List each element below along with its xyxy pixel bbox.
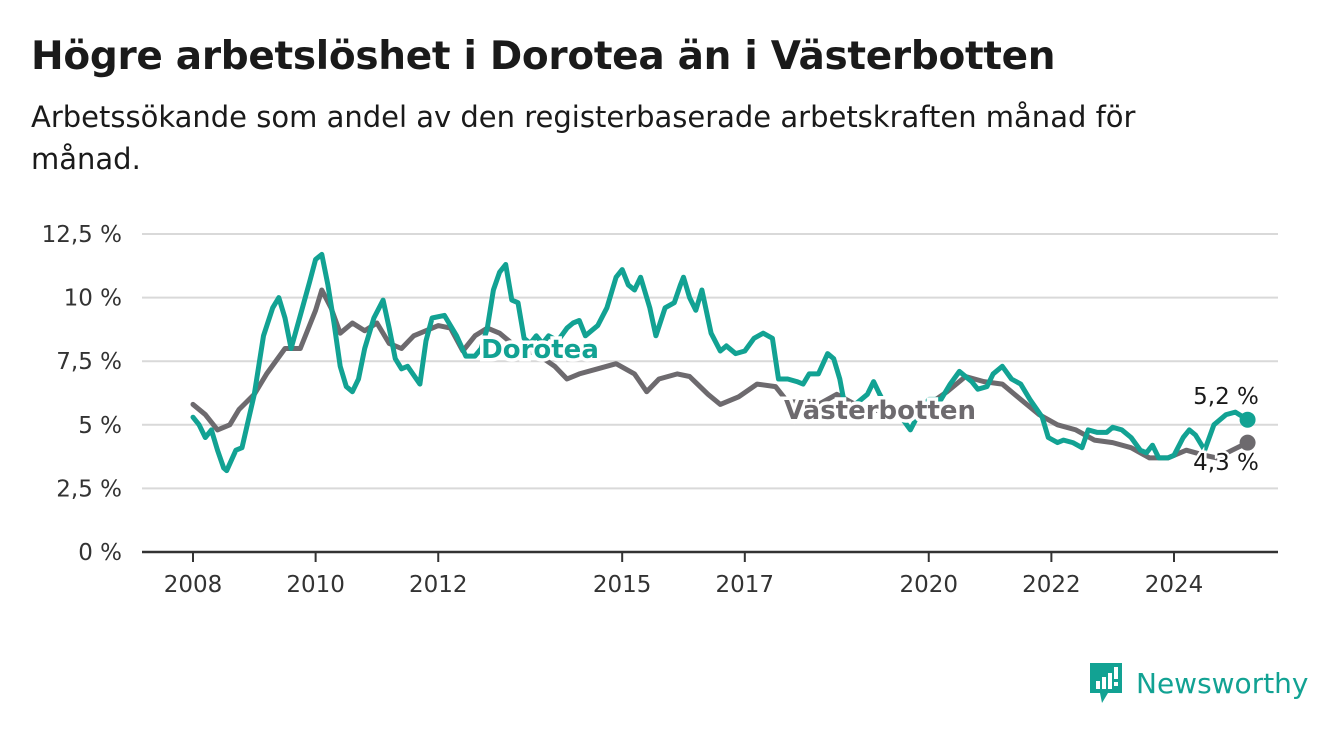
newsworthy-chart-icon — [1090, 663, 1122, 703]
x-tick-label: 2015 — [593, 572, 652, 598]
x-tick-label: 2020 — [899, 572, 958, 598]
series-labels: Dorotea Västerbotten 5,2 % 4,3 % — [478, 332, 1262, 479]
x-tick-label: 2012 — [409, 572, 468, 598]
newsworthy-logo: Newsworthy — [1088, 660, 1309, 706]
series-lines — [190, 251, 1256, 474]
y-tick-label: 5 % — [78, 413, 122, 439]
x-tick-label: 2008 — [164, 572, 223, 598]
chart-subtitle: Arbetssökande som andel av den registerb… — [31, 100, 1136, 176]
y-tick-label: 7,5 % — [56, 349, 122, 375]
end-value-label: 5,2 % — [1193, 384, 1259, 410]
y-axis-ticks: 0 % 2,5 % 5 % 7,5 % 10 % 12,5 % — [42, 222, 122, 566]
grid-lines — [142, 233, 1278, 490]
series-label-dorotea: Dorotea — [481, 335, 599, 365]
chart-title: Högre arbetslöshet i Dorotea än i Väster… — [31, 34, 1056, 79]
end-value-label: 4,3 % — [1193, 450, 1259, 476]
x-axis-ticks: 2008 2010 2012 2015 2017 2020 2022 2024 — [164, 552, 1204, 598]
series-line-dorotea — [190, 251, 1251, 474]
x-tick-label: 2017 — [716, 572, 775, 598]
brand-name: Newsworthy — [1136, 666, 1309, 700]
y-tick-label: 2,5 % — [56, 476, 122, 502]
x-tick-label: 2010 — [286, 572, 345, 598]
series-label-västerbotten: Västerbotten — [784, 396, 976, 426]
end-point-dorotea — [1239, 411, 1256, 428]
end-point-västerbotten — [1239, 434, 1256, 451]
y-tick-label: 12,5 % — [42, 222, 122, 248]
y-tick-label: 0 % — [78, 540, 122, 566]
y-tick-label: 10 % — [64, 286, 122, 312]
x-tick-label: 2024 — [1145, 572, 1204, 598]
x-tick-label: 2022 — [1022, 572, 1081, 598]
